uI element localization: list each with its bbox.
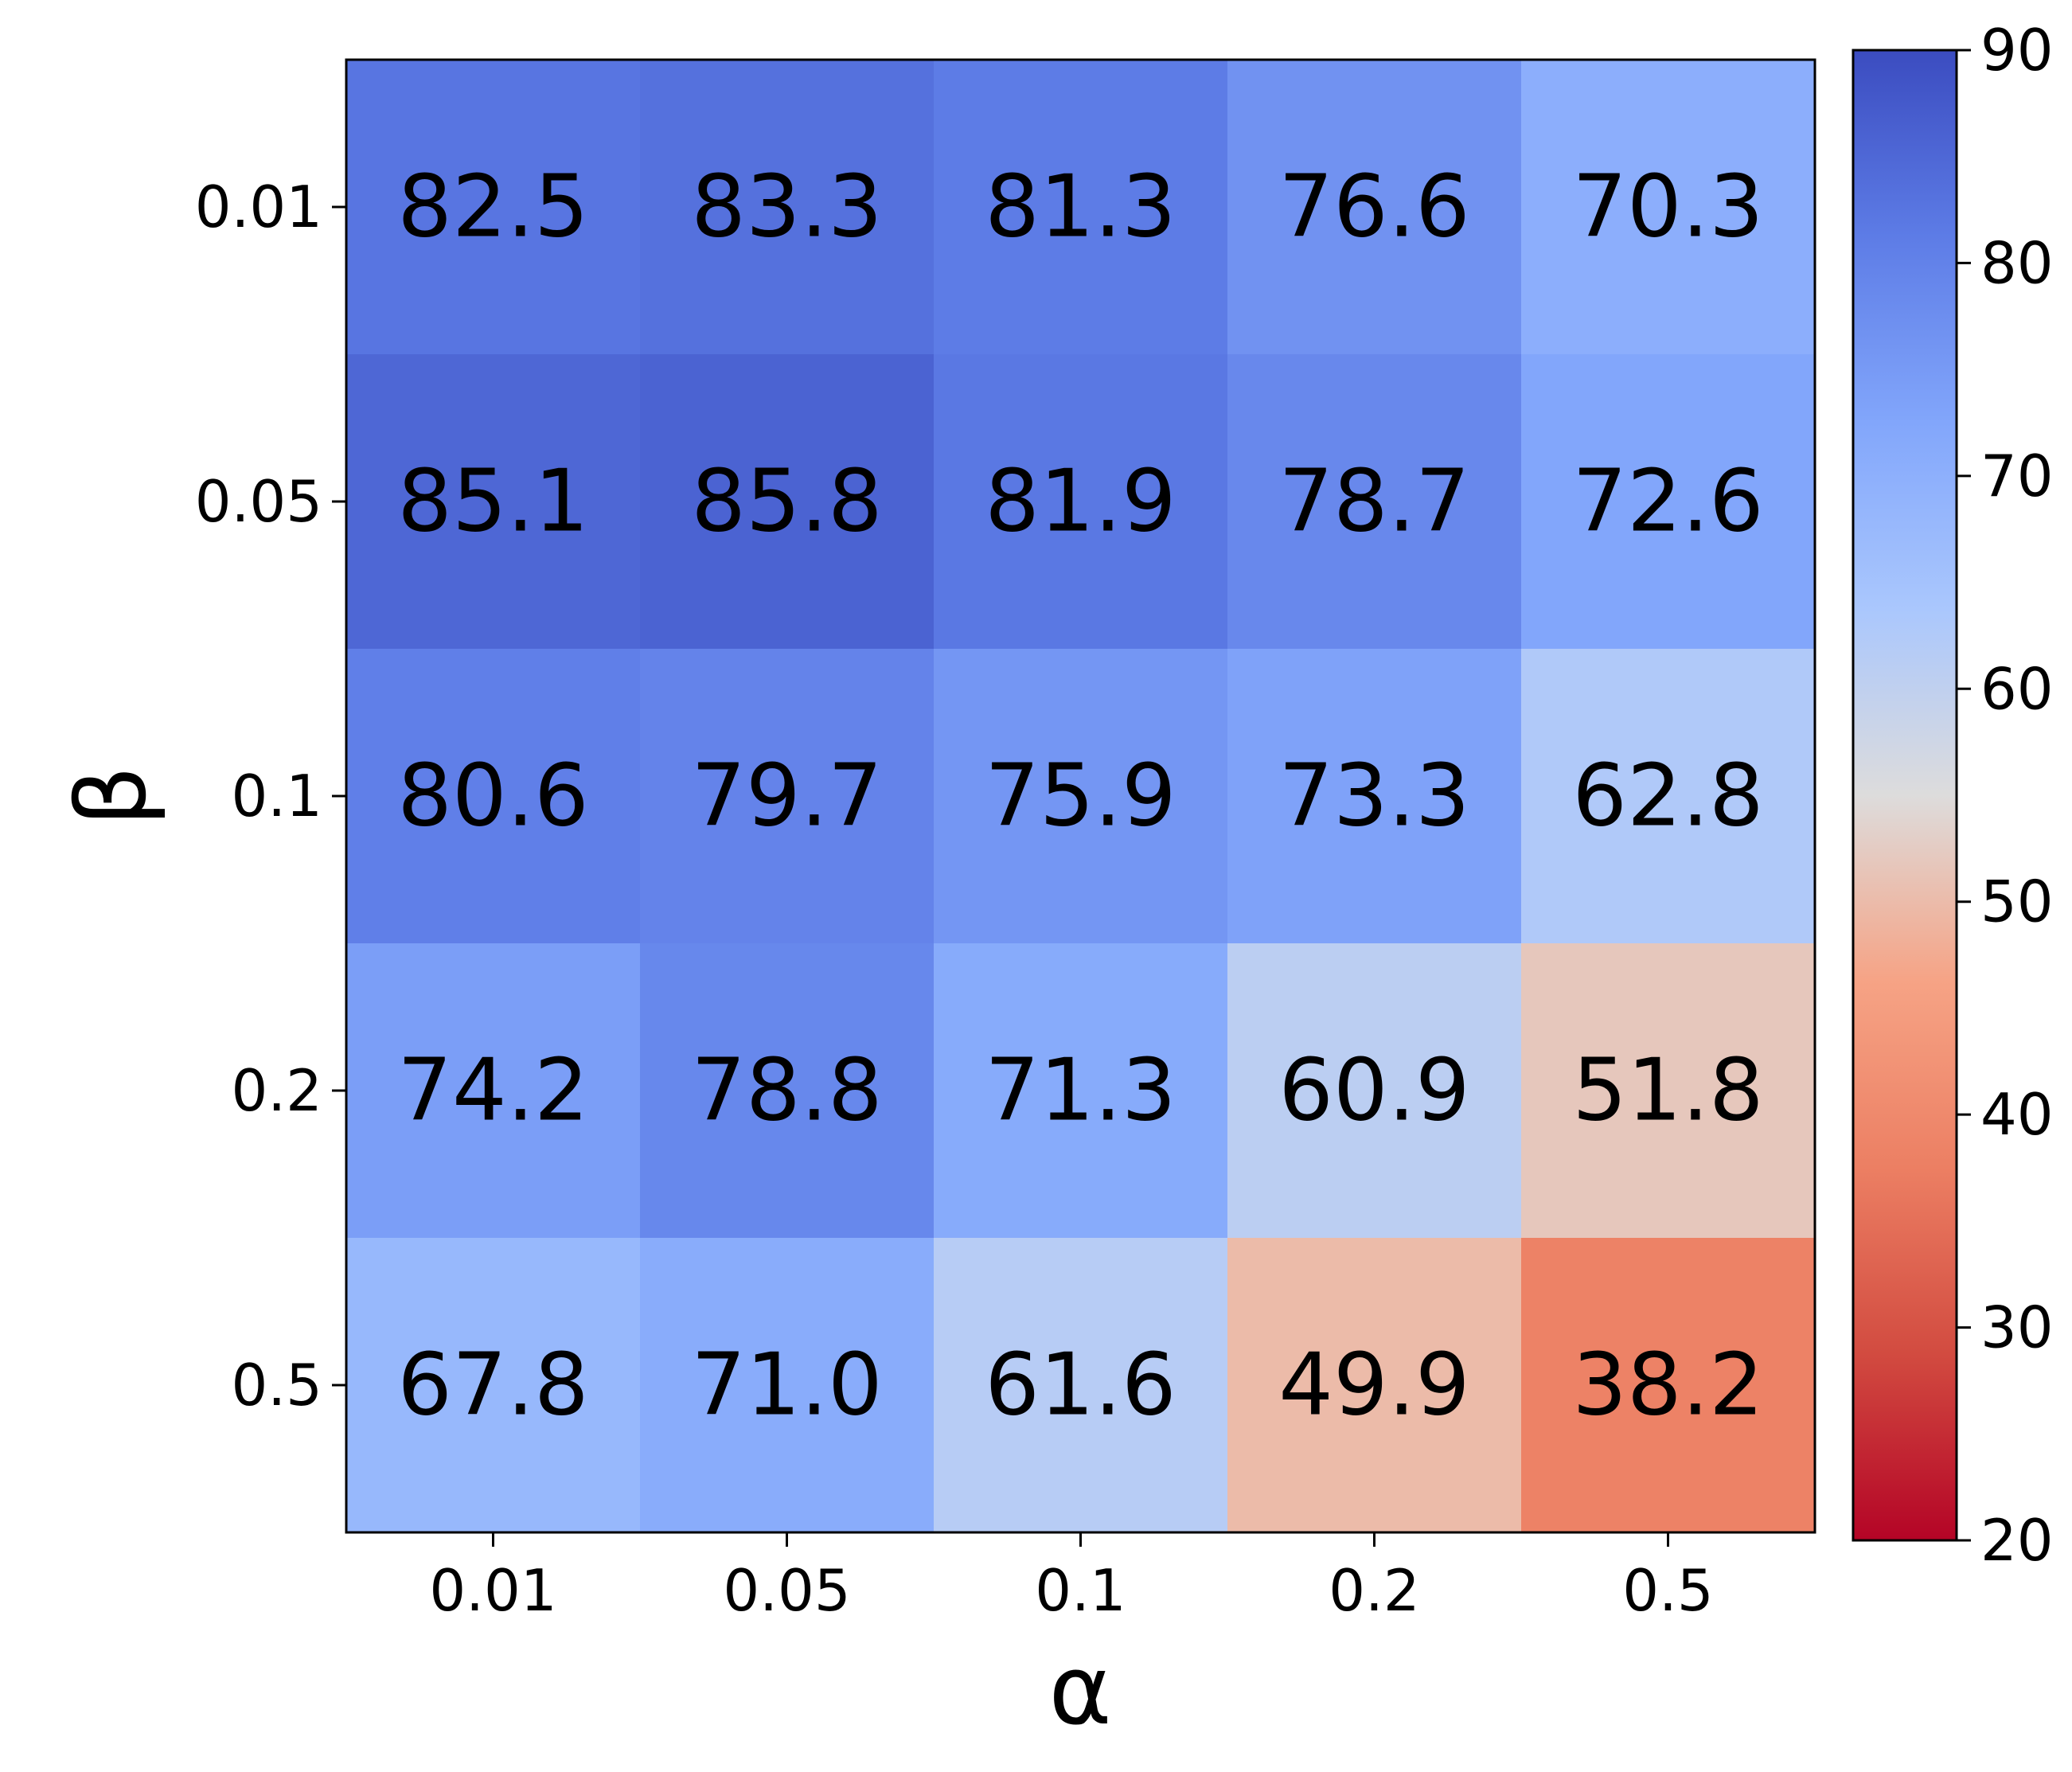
heatmap-cell-labels: 82.5 83.3 81.3 76.6 70.3 85.1 85.8 81.9 78.7 72.6…: [397, 158, 1763, 1435]
y-tick-label: 0.2: [231, 1057, 322, 1124]
x-axis-ticks: 0.01 0.05 0.1 0.2 0.5: [429, 1532, 1714, 1624]
y-tick-label: 0.1: [231, 763, 322, 829]
heatmap-cell: [934, 60, 1228, 355]
x-tick-label: 0.05: [723, 1557, 850, 1624]
heatmap-cell: [934, 649, 1228, 944]
colorbar-tick-label: 50: [1980, 868, 2054, 935]
x-tick-label: 0.1: [1035, 1557, 1126, 1624]
heatmap-cell: [346, 943, 641, 1239]
heatmap-cell: [934, 354, 1228, 650]
cell-value-label: 71.3: [985, 1041, 1176, 1141]
y-axis-ticks: 0.01 0.05 0.1 0.2 0.5: [195, 174, 346, 1419]
heatmap-cell: [1227, 1238, 1522, 1533]
cell-value-label: 72.6: [1572, 452, 1763, 552]
cell-value-label: 76.6: [1278, 158, 1469, 257]
cell-value-label: 67.8: [397, 1336, 588, 1435]
heatmap-cell: [346, 649, 641, 944]
cell-value-label: 74.2: [397, 1041, 588, 1141]
cell-value-label: 81.3: [985, 158, 1176, 257]
colorbar-tick-label: 40: [1980, 1081, 2054, 1148]
y-tick-label: 0.01: [195, 174, 322, 240]
heatmap-cell: [1521, 943, 1816, 1239]
heatmap-cell: [1521, 649, 1816, 944]
colorbar-ticks: 20 30 40 50 60 70 80 90: [1957, 17, 2054, 1574]
cell-value-label: 38.2: [1572, 1336, 1763, 1435]
heatmap-cell: [640, 943, 935, 1239]
x-tick-label: 0.01: [429, 1557, 556, 1624]
cell-value-label: 85.1: [397, 452, 588, 552]
colorbar-tick-label: 30: [1980, 1294, 2054, 1361]
colorbar-tick-label: 70: [1980, 443, 2054, 509]
cell-value-label: 83.3: [691, 158, 882, 257]
cell-value-label: 79.7: [691, 747, 882, 846]
cell-value-label: 81.9: [985, 452, 1176, 552]
heatmap-cell: [346, 60, 641, 355]
heatmap-cell: [934, 943, 1228, 1239]
heatmap-cell: [346, 354, 641, 650]
cell-value-label: 62.8: [1572, 747, 1763, 846]
heatmap-cell: [1521, 60, 1816, 355]
x-tick-label: 0.2: [1329, 1557, 1420, 1624]
y-axis-label: β: [57, 766, 168, 827]
heatmap-cell: [1227, 943, 1522, 1239]
cell-value-label: 82.5: [397, 158, 588, 257]
colorbar-tick-label: 90: [1980, 17, 2054, 84]
colorbar-tick-label: 60: [1980, 655, 2054, 722]
heatmap-cell: [640, 649, 935, 944]
colorbar: [1852, 49, 1958, 1542]
heatmap-cell: [640, 1238, 935, 1533]
x-axis-label: α: [1048, 1636, 1111, 1747]
heatmap-cell: [934, 1238, 1228, 1533]
heatmap-cell: [1227, 354, 1522, 650]
y-tick-label: 0.05: [195, 468, 322, 535]
heatmap-cell: [1227, 649, 1522, 944]
heatmap-cell: [640, 354, 935, 650]
y-tick-label: 0.5: [231, 1352, 322, 1419]
cell-value-label: 78.7: [1278, 452, 1469, 552]
cell-value-label: 73.3: [1278, 747, 1469, 846]
heatmap-cells: [346, 60, 1816, 1533]
x-tick-label: 0.5: [1622, 1557, 1714, 1624]
cell-value-label: 51.8: [1572, 1041, 1763, 1141]
heatmap-cell: [346, 1238, 641, 1533]
heatmap-cell: [1521, 1238, 1816, 1533]
colorbar-tick-label: 80: [1980, 229, 2054, 296]
cell-value-label: 61.6: [985, 1336, 1176, 1435]
cell-value-label: 80.6: [397, 747, 588, 846]
heatmap-cell: [640, 60, 935, 355]
cell-value-label: 70.3: [1572, 158, 1763, 257]
cell-value-label: 71.0: [691, 1336, 882, 1435]
heatmap-cell: [1521, 354, 1816, 650]
cell-value-label: 49.9: [1278, 1336, 1469, 1435]
cell-value-label: 85.8: [691, 452, 882, 552]
heatmap-cell: [1227, 60, 1522, 355]
colorbar-tick-label: 20: [1980, 1507, 2054, 1574]
cell-value-label: 78.8: [691, 1041, 882, 1141]
cell-value-label: 75.9: [985, 747, 1176, 846]
cell-value-label: 60.9: [1278, 1041, 1469, 1141]
